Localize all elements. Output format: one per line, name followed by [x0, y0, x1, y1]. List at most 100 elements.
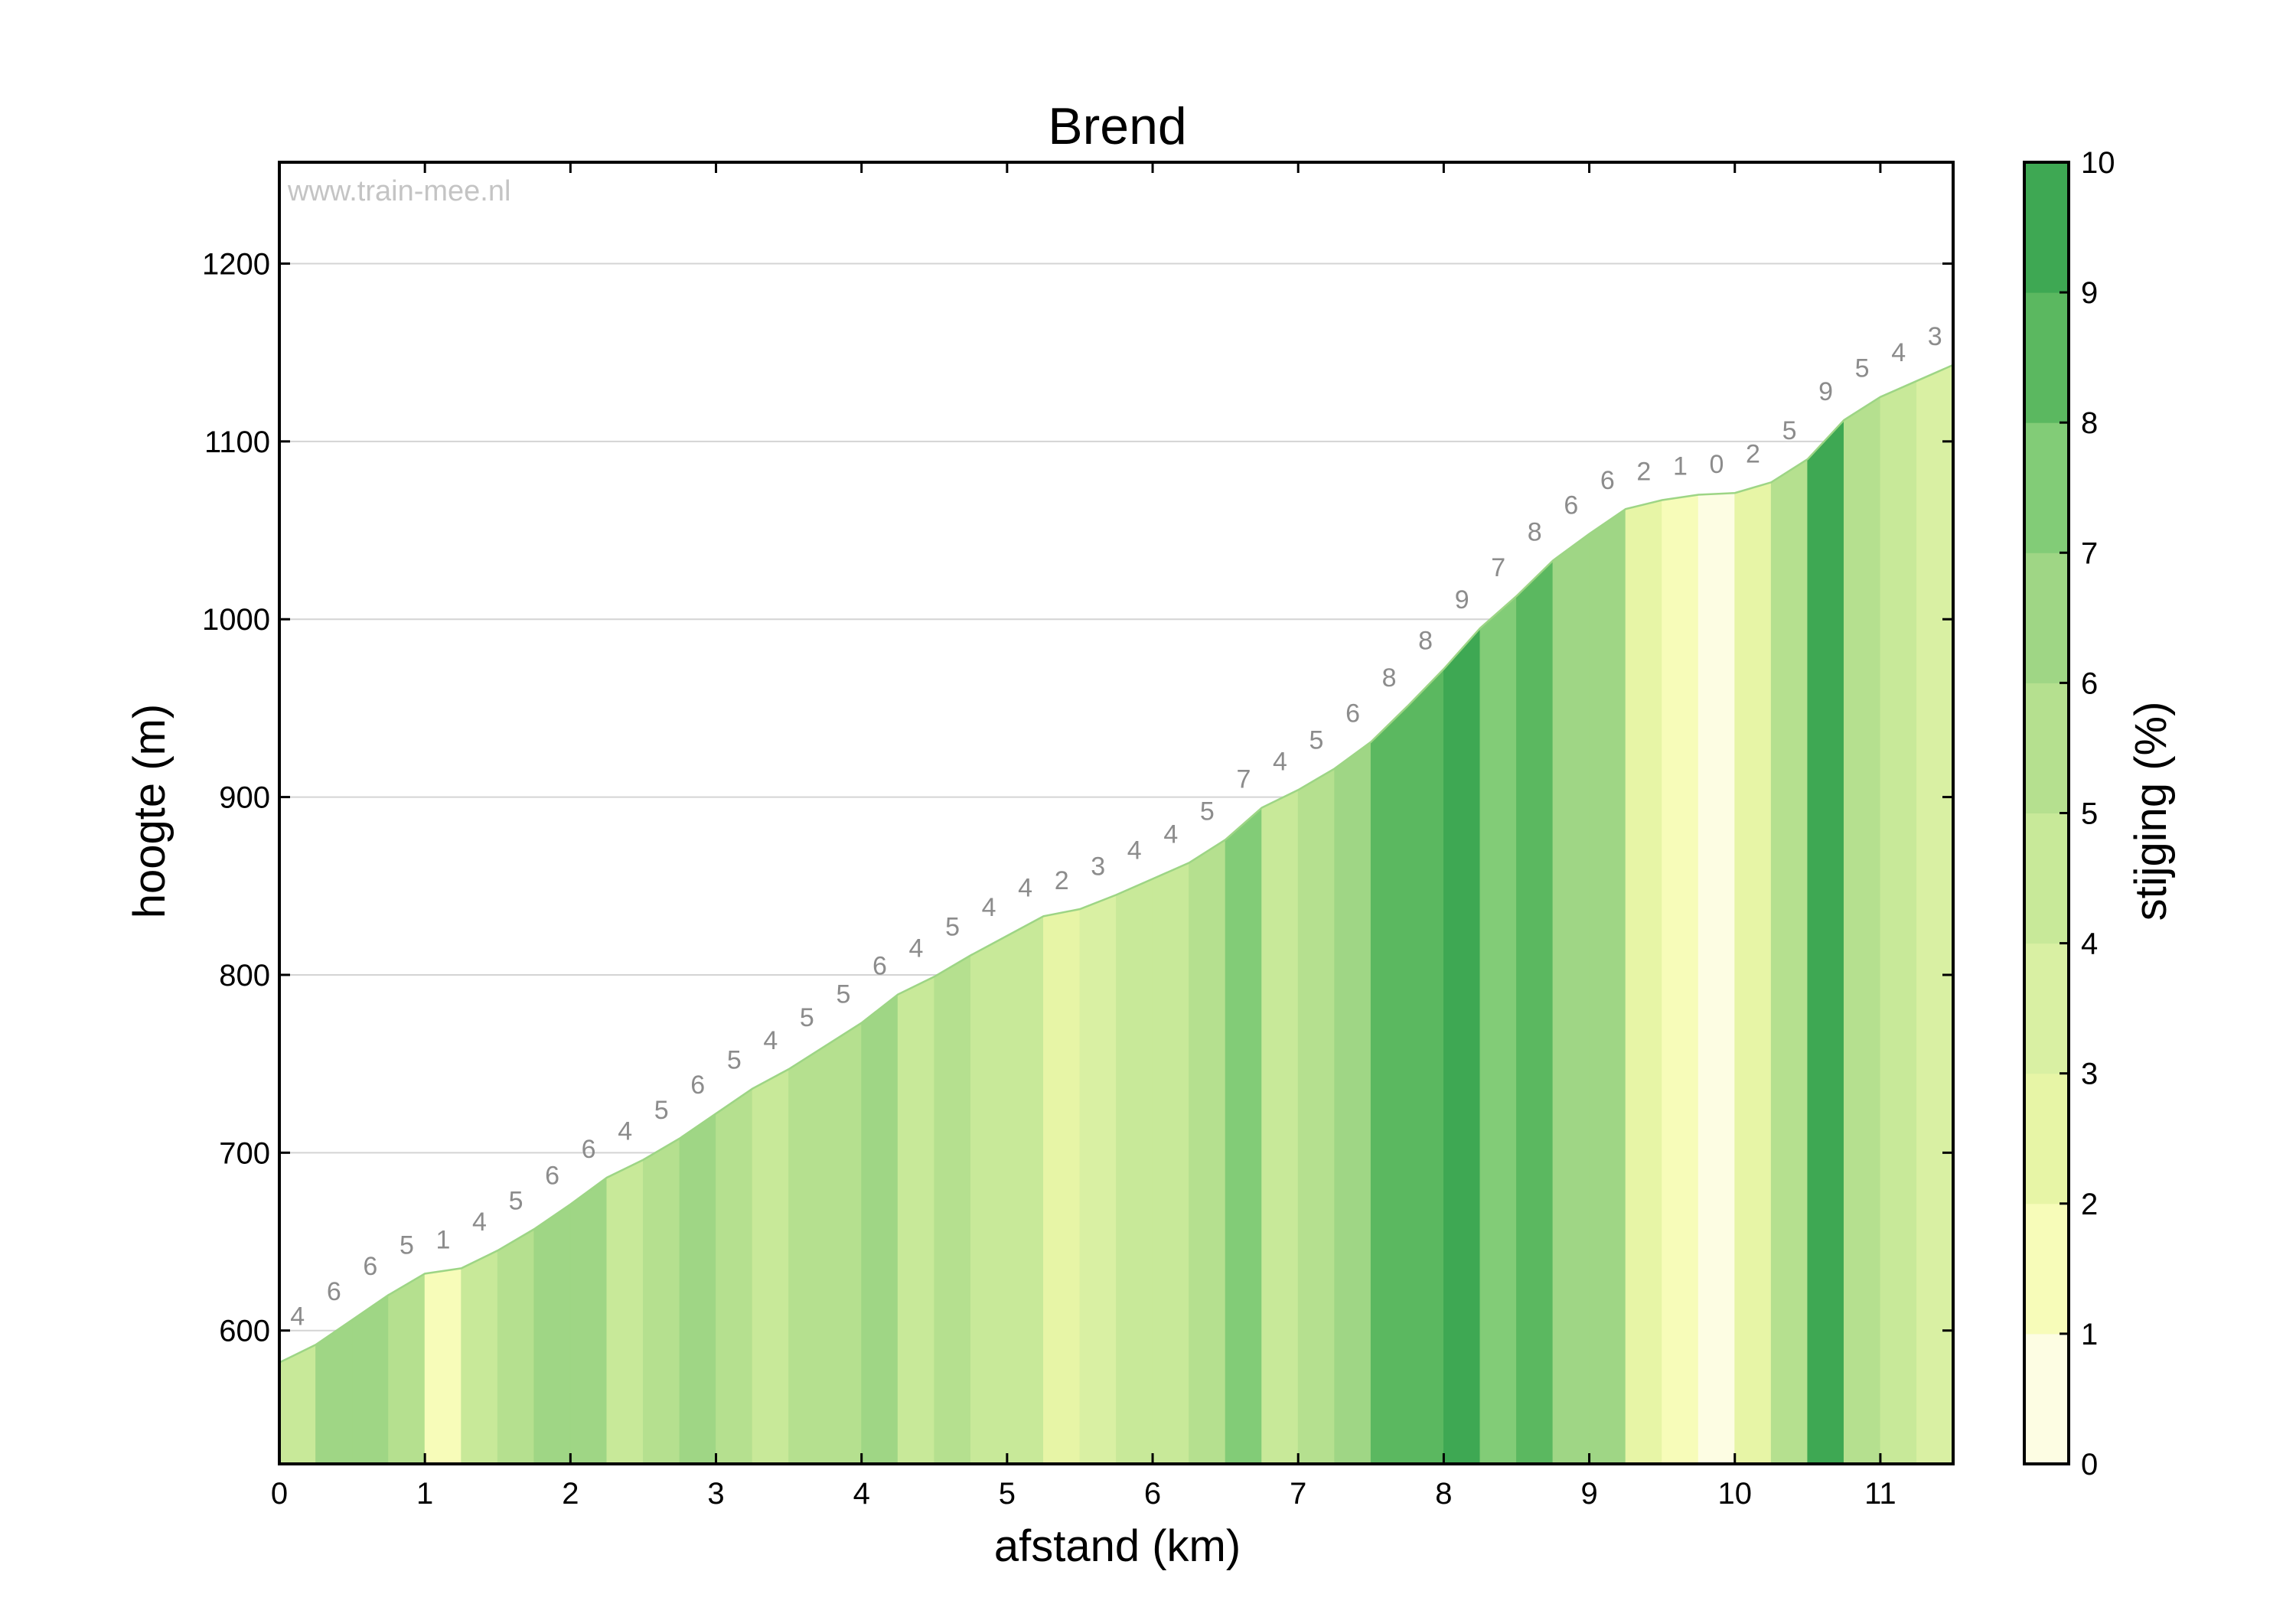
x-tick-label-8: 8: [1435, 1477, 1452, 1511]
grade-segment-43: [1843, 396, 1881, 1465]
grade-label-22: 3: [1091, 852, 1105, 881]
grade-segment-10: [643, 1138, 680, 1465]
colorbar-band-0: [2024, 1333, 2069, 1465]
grade-segment-31: [1407, 668, 1444, 1465]
grade-label-10: 5: [654, 1096, 669, 1125]
grade-segment-42: [1807, 419, 1844, 1465]
grade-label-17: 4: [909, 934, 924, 963]
grade-label-19: 4: [982, 893, 996, 922]
grade-label-39: 0: [1710, 450, 1724, 479]
grade-segment-20: [1006, 915, 1044, 1465]
colorbar-tick-label-4: 4: [2081, 927, 2098, 961]
y-axis: 600 700 800 900 1000 1100 1200: [202, 247, 1953, 1348]
grade-segment-13: [752, 1068, 790, 1465]
grade-label-34: 8: [1528, 518, 1542, 547]
grade-label-4: 1: [435, 1225, 450, 1254]
x-tick-label-5: 5: [999, 1477, 1016, 1511]
grade-segment-7: [533, 1203, 571, 1465]
colorbar-tick-label-8: 8: [2081, 406, 2098, 440]
grade-label-6: 5: [509, 1186, 523, 1215]
grade-label-42: 9: [1818, 377, 1833, 406]
grade-label-20: 4: [1018, 873, 1032, 902]
grade-label-13: 4: [763, 1026, 778, 1055]
colorbar-band-7: [2024, 422, 2069, 553]
grade-segment-27: [1261, 789, 1299, 1465]
grade-segment-9: [606, 1159, 644, 1465]
x-tick-label-11: 11: [1864, 1477, 1896, 1511]
grade-segment-29: [1334, 741, 1371, 1465]
colorbar-tick-label-3: 3: [2081, 1058, 2098, 1091]
grade-segment-14: [788, 1045, 826, 1465]
colorbar-tick-label-5: 5: [2081, 797, 2098, 831]
grade-label-41: 5: [1782, 416, 1797, 445]
grade-segments: [279, 364, 1954, 1465]
colorbar-band-2: [2024, 1073, 2069, 1204]
colorbar-band-6: [2024, 553, 2069, 683]
grade-label-32: 9: [1455, 585, 1469, 614]
grade-label-45: 3: [1928, 322, 1942, 351]
grade-label-31: 8: [1418, 626, 1433, 655]
grade-label-24: 4: [1163, 820, 1178, 849]
grade-label-44: 4: [1891, 338, 1906, 367]
grade-label-36: 6: [1600, 466, 1615, 495]
y-tick-label-600: 600: [219, 1315, 270, 1348]
grade-segment-4: [424, 1267, 462, 1465]
grade-label-12: 5: [727, 1046, 742, 1075]
grade-segment-45: [1916, 364, 1954, 1465]
grade-segment-32: [1443, 627, 1481, 1465]
grade-segment-35: [1552, 533, 1590, 1465]
grade-segment-40: [1734, 481, 1772, 1465]
colorbar-tick-label-7: 7: [2081, 536, 2098, 570]
colorbar-band-8: [2024, 292, 2069, 423]
grade-segment-39: [1698, 492, 1736, 1465]
x-axis-label: afstand (km): [994, 1521, 1241, 1571]
grade-label-27: 4: [1273, 747, 1287, 776]
grade-label-15: 5: [836, 980, 850, 1009]
grade-segment-34: [1516, 559, 1554, 1465]
grade-segment-18: [934, 954, 971, 1465]
grade-segment-38: [1662, 494, 1699, 1465]
x-tick-label-7: 7: [1290, 1477, 1306, 1511]
colorbar-tick-label-0: 0: [2081, 1448, 2098, 1482]
grade-segment-12: [716, 1087, 753, 1465]
grade-segment-19: [970, 935, 1008, 1465]
grade-segment-8: [569, 1177, 608, 1465]
colorbar-band-3: [2024, 943, 2069, 1074]
y-tick-label-700: 700: [219, 1136, 270, 1170]
grade-label-38: 1: [1673, 452, 1688, 481]
colorbar-band-5: [2024, 683, 2069, 813]
grade-label-0: 4: [290, 1302, 305, 1331]
grade-label-23: 4: [1127, 836, 1142, 865]
grade-label-14: 5: [800, 1003, 814, 1032]
y-tick-label-900: 900: [219, 781, 270, 815]
colorbar-tick-label-10: 10: [2081, 146, 2115, 180]
y-tick-label-1000: 1000: [202, 603, 270, 637]
x-tick-label-0: 0: [271, 1477, 288, 1511]
grade-label-25: 5: [1200, 797, 1215, 826]
x-tick-label-6: 6: [1144, 1477, 1161, 1511]
grade-label-2: 6: [363, 1252, 377, 1281]
colorbar-tick-label-9: 9: [2081, 276, 2098, 310]
grade-label-16: 6: [872, 952, 887, 981]
grade-label-3: 5: [400, 1231, 414, 1260]
grade-label-28: 5: [1309, 725, 1324, 755]
grade-segment-24: [1152, 862, 1189, 1465]
grade-label-21: 2: [1055, 866, 1069, 895]
grade-label-1: 6: [327, 1277, 341, 1306]
grade-segment-44: [1880, 380, 1917, 1465]
x-tick-label-2: 2: [562, 1477, 579, 1511]
grade-label-29: 6: [1345, 699, 1360, 729]
grade-segment-28: [1297, 768, 1336, 1465]
grade-label-35: 6: [1564, 491, 1578, 520]
grade-segment-16: [861, 993, 899, 1465]
grade-segment-23: [1116, 878, 1153, 1465]
y-tick-label-1200: 1200: [202, 247, 270, 281]
grade-label-37: 2: [1636, 458, 1651, 487]
colorbar-band-9: [2024, 162, 2069, 293]
grade-segment-15: [824, 1022, 863, 1465]
grade-segment-22: [1079, 894, 1117, 1465]
grade-label-9: 4: [618, 1117, 632, 1146]
colorbar-band-4: [2024, 813, 2069, 944]
